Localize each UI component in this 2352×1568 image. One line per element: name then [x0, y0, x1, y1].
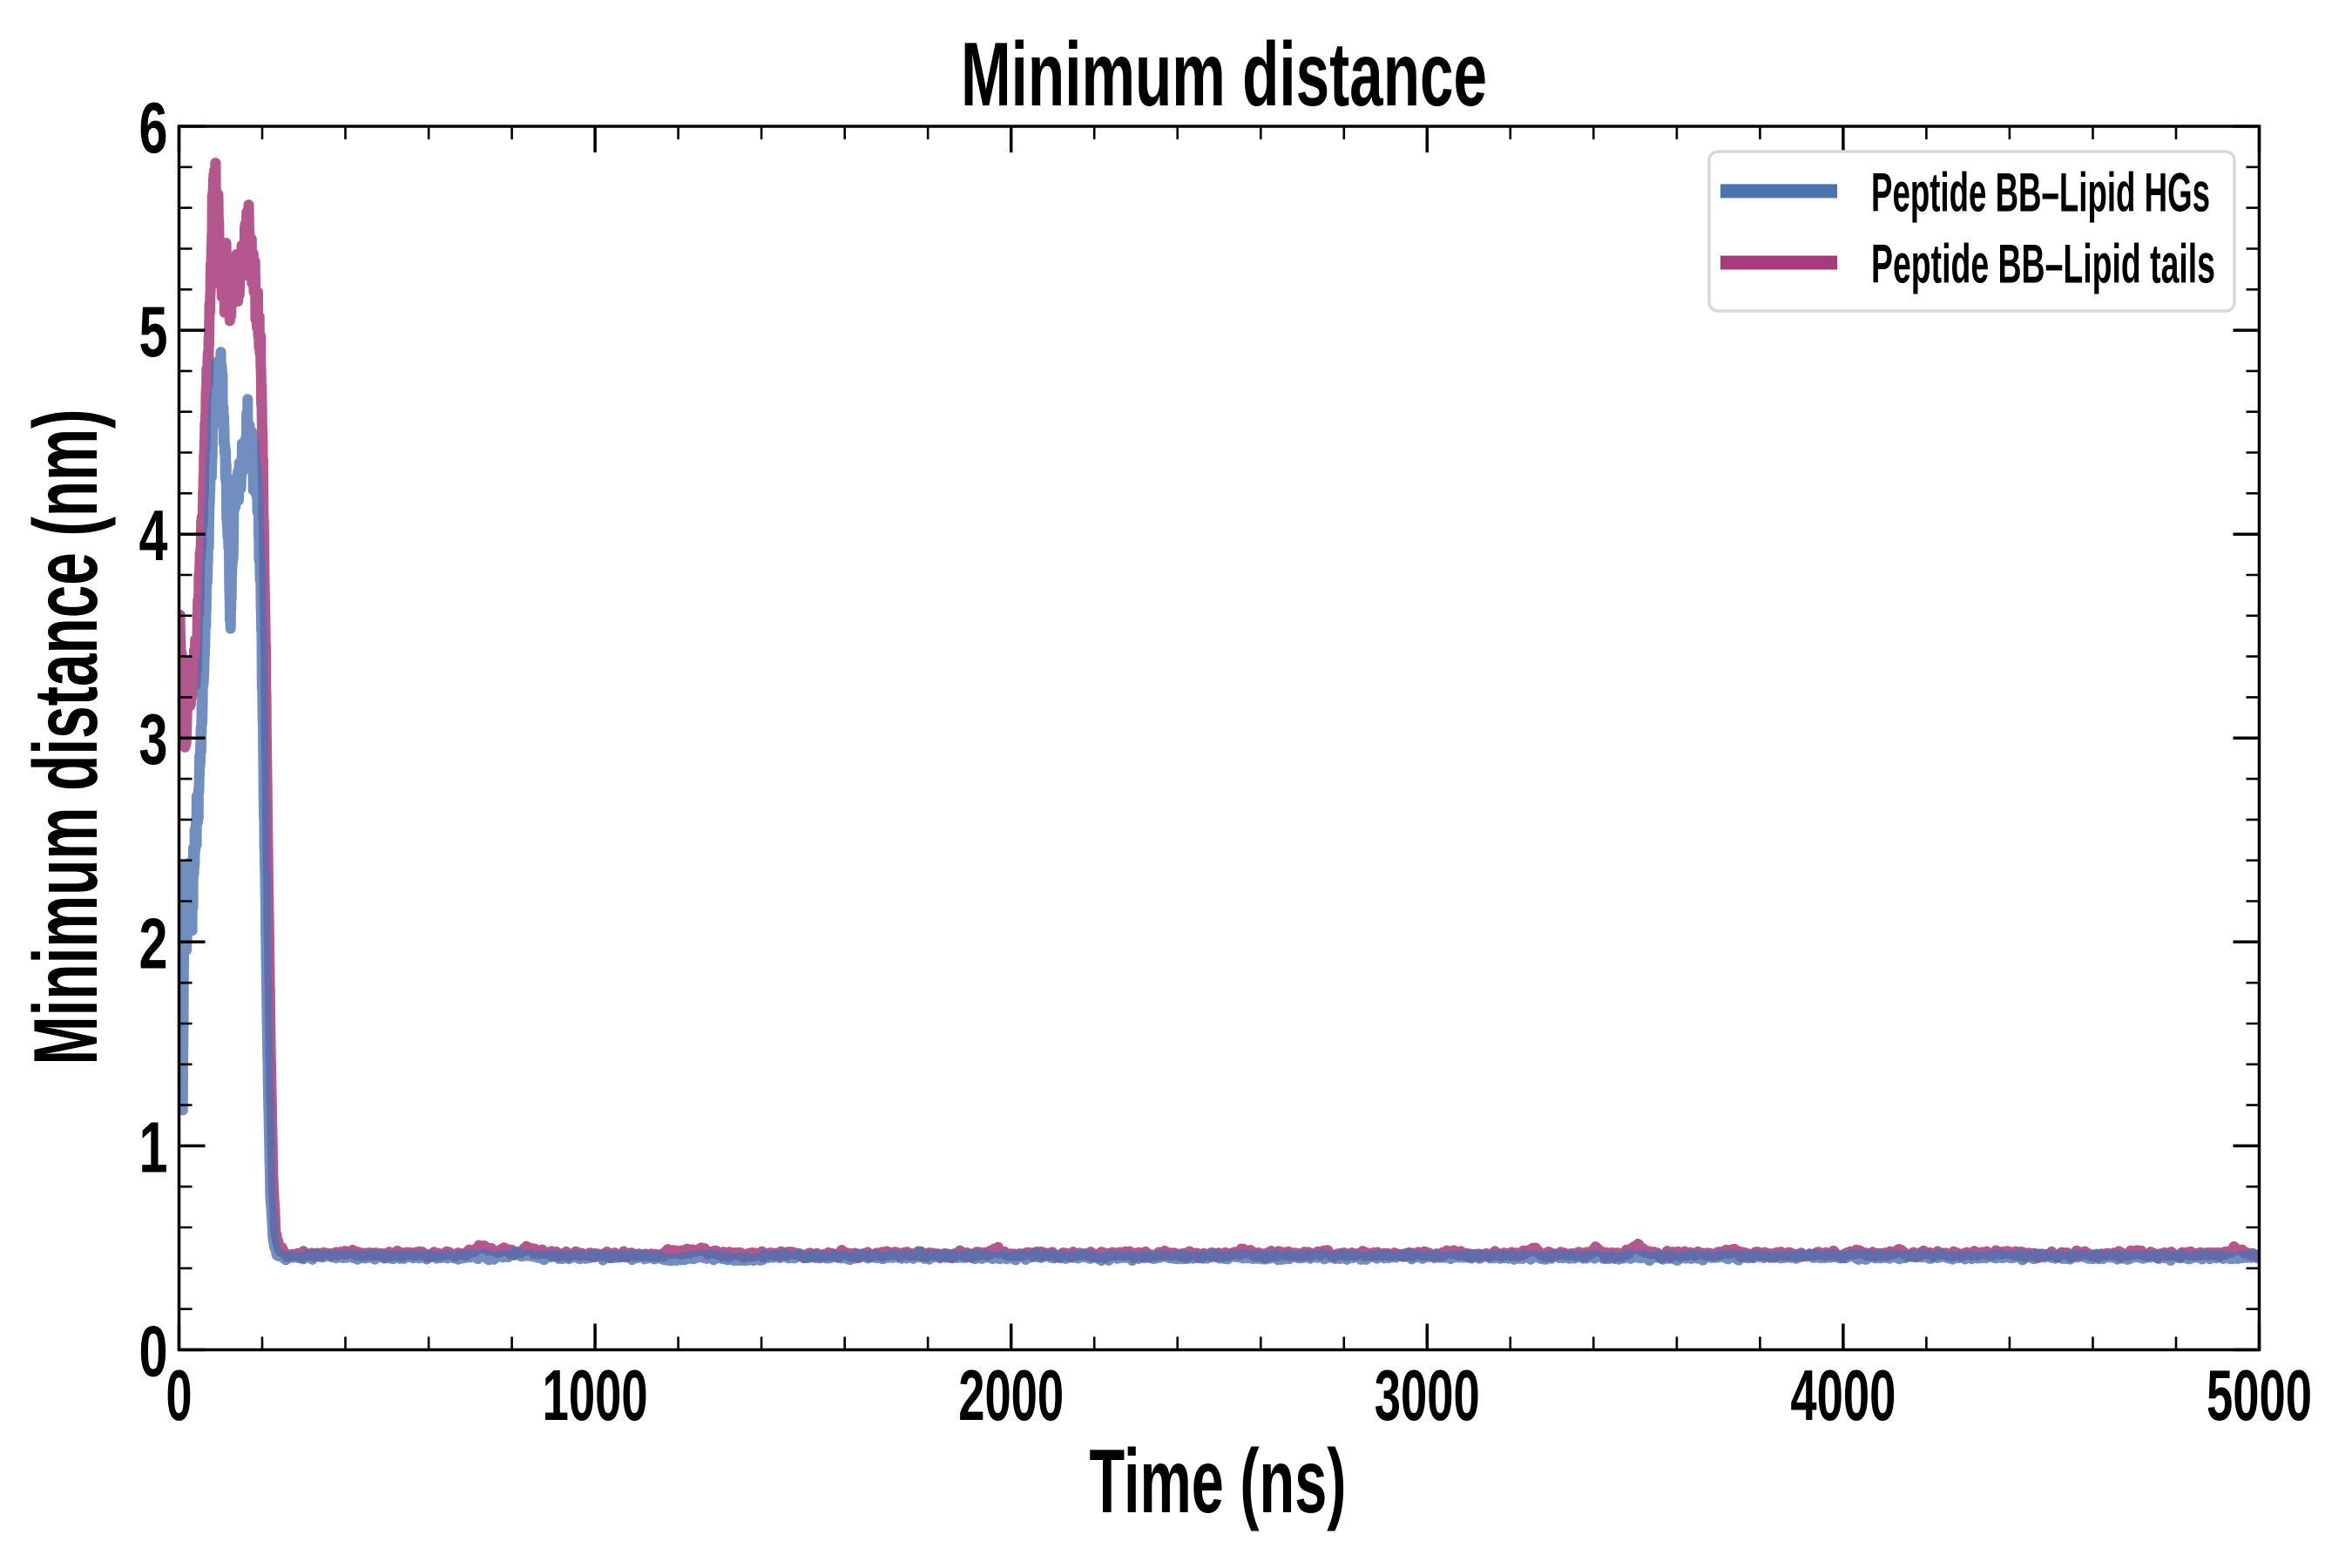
svg-text:4000: 4000 [1790, 1355, 1896, 1436]
svg-text:Time (ns): Time (ns) [1090, 1431, 1347, 1532]
svg-text:5000: 5000 [2207, 1355, 2312, 1436]
svg-text:3: 3 [139, 699, 168, 780]
svg-text:0: 0 [139, 1311, 168, 1392]
svg-text:Minimum distance (nm): Minimum distance (nm) [16, 409, 117, 1065]
svg-text:1: 1 [139, 1106, 168, 1187]
svg-text:2000: 2000 [958, 1355, 1064, 1436]
svg-text:2: 2 [139, 902, 168, 983]
svg-text:3000: 3000 [1375, 1355, 1480, 1436]
svg-text:5: 5 [139, 291, 168, 372]
svg-text:0: 0 [166, 1355, 193, 1436]
svg-text:6: 6 [139, 87, 168, 168]
svg-text:Peptide BB–Lipid tails: Peptide BB–Lipid tails [1871, 234, 2215, 295]
svg-text:Minimum distance: Minimum distance [961, 24, 1487, 125]
svg-text:1000: 1000 [543, 1355, 648, 1436]
svg-text:4: 4 [139, 495, 168, 576]
svg-text:Peptide BB–Lipid HGs: Peptide BB–Lipid HGs [1871, 162, 2210, 223]
